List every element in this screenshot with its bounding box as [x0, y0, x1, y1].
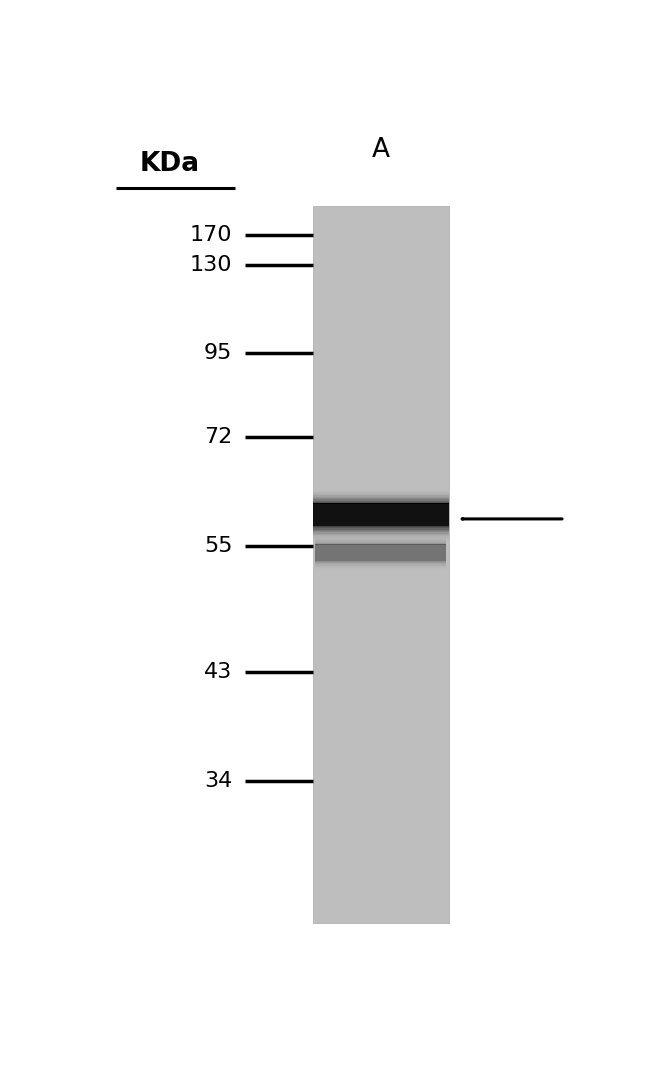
Bar — [315, 561, 447, 568]
Bar — [313, 501, 449, 504]
Bar — [313, 498, 449, 504]
Bar — [313, 526, 449, 531]
Bar — [315, 535, 447, 544]
Bar — [313, 526, 449, 535]
Bar — [313, 526, 449, 539]
Text: 170: 170 — [190, 225, 233, 245]
Text: 72: 72 — [204, 427, 233, 446]
Bar — [313, 206, 449, 923]
Bar — [315, 561, 447, 563]
Bar — [313, 497, 449, 504]
Text: 43: 43 — [204, 661, 233, 682]
Text: 95: 95 — [204, 343, 233, 363]
Bar — [315, 539, 447, 544]
Bar — [315, 561, 447, 571]
Bar — [313, 526, 449, 528]
Bar — [315, 541, 447, 544]
Bar — [313, 495, 449, 504]
Bar — [313, 502, 449, 504]
Bar — [313, 526, 449, 529]
Bar — [315, 538, 447, 544]
Bar — [315, 561, 447, 567]
Bar — [315, 561, 447, 570]
Bar — [315, 542, 447, 544]
Bar — [313, 503, 449, 526]
Bar — [315, 544, 447, 561]
Text: 130: 130 — [190, 255, 233, 274]
Text: 55: 55 — [204, 536, 233, 555]
Bar — [313, 490, 449, 504]
Bar — [315, 536, 447, 544]
Bar — [313, 493, 449, 504]
Bar — [313, 488, 449, 504]
Bar — [313, 491, 449, 504]
Bar — [315, 540, 447, 544]
Bar — [313, 526, 449, 533]
Bar — [313, 526, 449, 534]
Bar — [313, 526, 449, 542]
Text: A: A — [372, 136, 390, 162]
Bar — [315, 561, 447, 565]
Bar — [313, 499, 449, 504]
Bar — [313, 492, 449, 504]
Bar — [313, 526, 449, 537]
Bar — [313, 526, 449, 540]
Text: 34: 34 — [204, 771, 233, 791]
Bar — [313, 526, 449, 538]
Text: KDa: KDa — [139, 150, 200, 176]
Bar — [315, 561, 447, 564]
